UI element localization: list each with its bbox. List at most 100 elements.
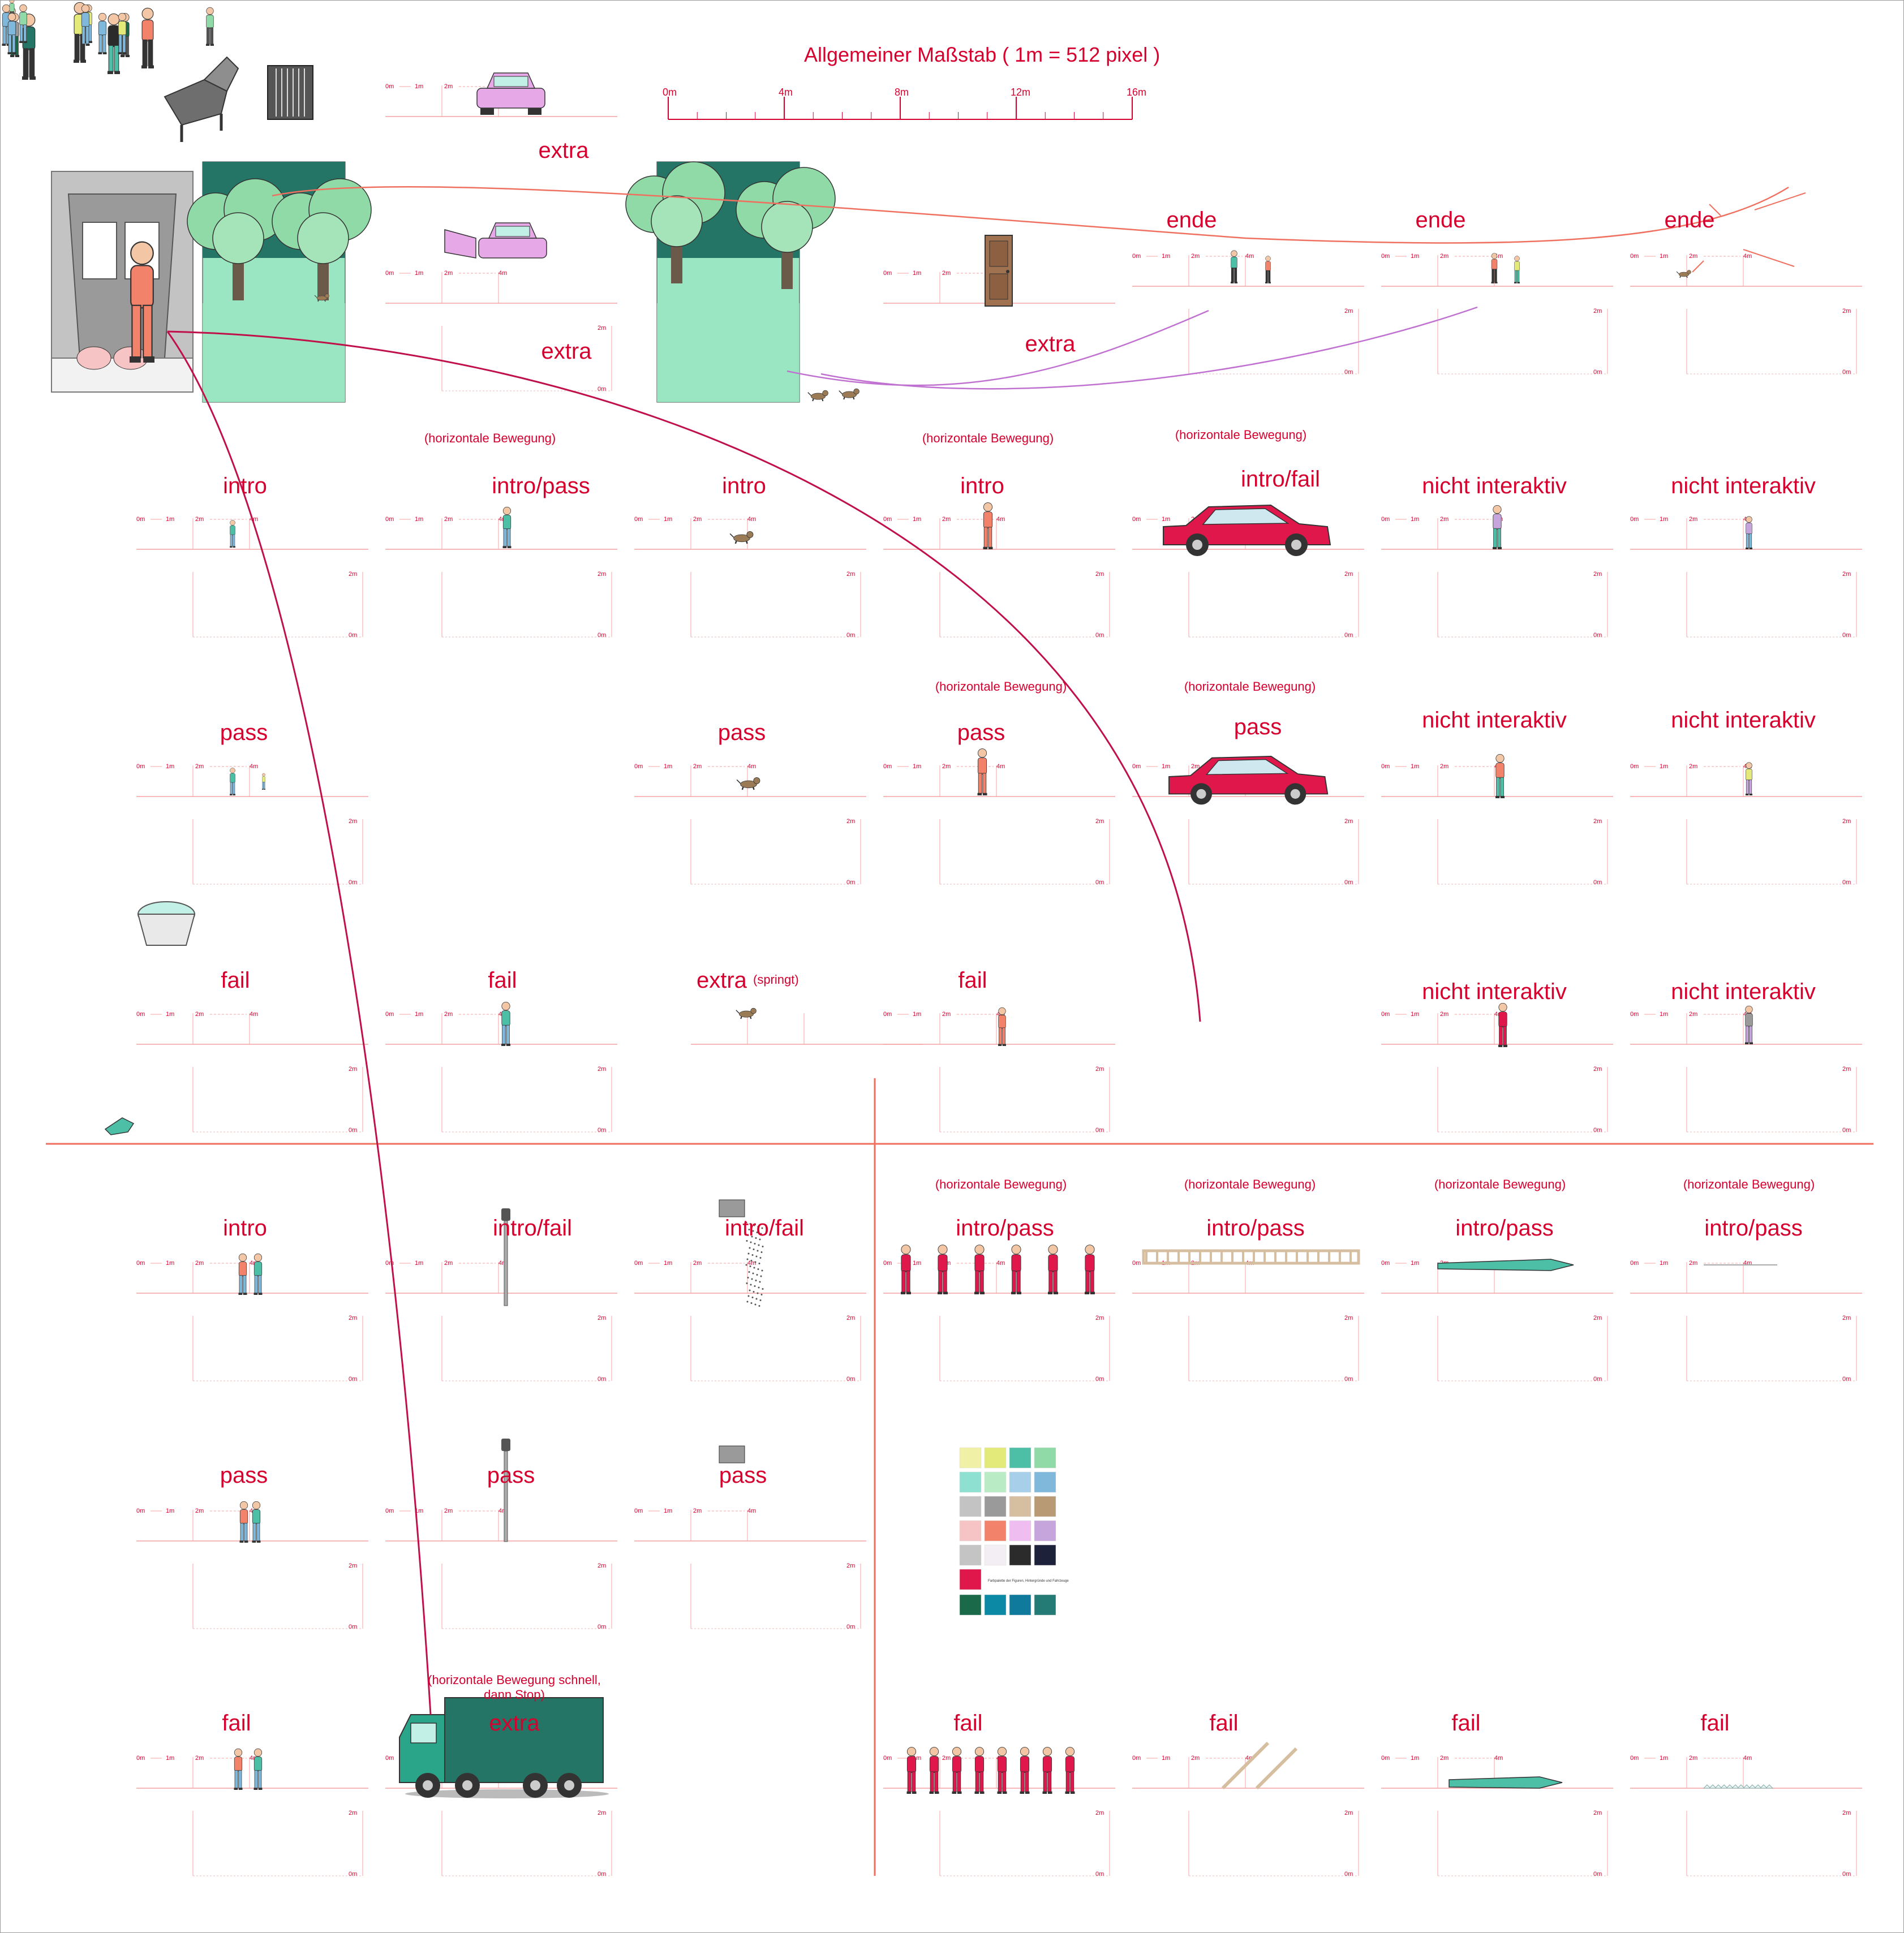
scale-tick-label: 0m: [136, 1011, 145, 1018]
scale-tick-label: 2m: [693, 763, 702, 770]
crocodile-carry-icon: [1437, 1259, 1574, 1271]
label-extra: extra: [489, 1711, 540, 1736]
label-horizontal-movement: (horizontale Bewegung): [1184, 1177, 1316, 1191]
marching-band-icon: [952, 1747, 962, 1794]
scale-tick-label: 1m: [664, 763, 672, 770]
height-label: 0m: [1095, 632, 1104, 639]
scale-tick-label: 1m: [664, 1260, 672, 1267]
height-label: 2m: [349, 571, 357, 578]
child-icon: [230, 520, 235, 548]
scale-tick-label: 2m: [444, 1508, 453, 1514]
scale-tick-label: 0m: [136, 763, 145, 770]
scale-tick-label: 2m: [1440, 1011, 1449, 1018]
label-intro: intro: [223, 473, 267, 498]
scale-tick-label: 1m: [1411, 763, 1419, 770]
scale-tick-label: 1m: [415, 1508, 423, 1514]
palette-caption: Farbpalette der Figuren, Hintergründe un…: [988, 1579, 1069, 1583]
scale-tick-label: 1m: [913, 1260, 921, 1267]
height-label: 0m: [1095, 1871, 1104, 1878]
scale-tick-label: 0m: [883, 516, 892, 523]
storyboard-cell: [691, 1013, 923, 1045]
pink-car-icon: [476, 72, 545, 115]
scale-tick-label: 0m: [1630, 1011, 1639, 1018]
scale-tick-label: 0m: [385, 1011, 394, 1018]
scale-tick-label: 0m: [136, 1755, 145, 1762]
girl-icon: [1493, 505, 1502, 549]
couple-icon: [253, 1748, 263, 1790]
marching-band-icon: [938, 1245, 948, 1294]
label-fail: fail: [221, 968, 250, 993]
label-not-interactive: nicht interaktiv: [1422, 708, 1567, 733]
girl-icon: [1498, 1002, 1507, 1047]
height-label: 2m: [349, 818, 357, 825]
height-label: 2m: [1095, 1066, 1104, 1073]
height-label: 0m: [349, 1127, 357, 1134]
label-fail: fail: [953, 1711, 983, 1736]
palette-swatch: [959, 1447, 982, 1469]
scale-tick-label: 1m: [913, 1011, 921, 1018]
label-extra: extra: [1025, 332, 1076, 356]
label-springt: (springt): [753, 972, 799, 987]
scale-tick-label: 1m: [1162, 516, 1170, 523]
scale-tick-label: 2m: [195, 516, 204, 523]
scale-tick-label: 0m: [1381, 516, 1390, 523]
scale-tick-label: 1m: [1660, 1755, 1668, 1762]
scale-tick-label: 1m: [166, 1755, 174, 1762]
scale-tick-label: 2m: [942, 1011, 951, 1018]
scale-tick-label: 1m: [664, 1508, 672, 1514]
palette-swatch: [984, 1544, 1007, 1566]
couple-icon: [239, 1501, 248, 1543]
label-horizontal-movement: (horizontale Bewegung): [935, 1177, 1067, 1191]
palette-swatch: [1034, 1447, 1056, 1469]
person-icon: [7, 12, 16, 54]
scale-tick-label: 0m: [634, 763, 643, 770]
palette-swatch: [1009, 1594, 1031, 1616]
scale-tick-label: 0m: [634, 1508, 643, 1514]
height-label: 2m: [1095, 818, 1104, 825]
scale-tick-label: 2m: [942, 1755, 951, 1762]
scale-tick-label: 0m: [883, 763, 892, 770]
palette-swatch: [1009, 1496, 1031, 1517]
label-not-interactive: nicht interaktiv: [1671, 473, 1816, 498]
height-label: 0m: [1593, 632, 1602, 639]
label-extra: extra: [541, 339, 592, 364]
height-label: 0m: [598, 632, 606, 639]
dog-icon: [314, 294, 329, 302]
marching-band-icon: [974, 1245, 985, 1294]
paramedic-icon: [130, 241, 154, 363]
palette-swatch: [1034, 1594, 1056, 1616]
label-horizontal-movement: (horizontale Bewegung): [1683, 1177, 1815, 1191]
scale-tick-label: 2m: [942, 763, 951, 770]
height-label: 0m: [846, 879, 855, 886]
tree-icon: [272, 178, 372, 300]
label-extra-springt: extra: [697, 968, 747, 993]
label-pass: pass: [717, 720, 766, 745]
label-intro-fail: intro/fail: [492, 1216, 573, 1241]
scale-tick-label: 4m: [1743, 1260, 1752, 1267]
marching-band-icon: [1065, 1747, 1075, 1794]
scale-tick-label: 2m: [942, 516, 951, 523]
person-icon: [98, 12, 107, 54]
palette-swatch: [959, 1520, 982, 1542]
height-label: 0m: [1095, 1127, 1104, 1134]
height-label: 0m: [1593, 1376, 1602, 1383]
height-label: 0m: [846, 632, 855, 639]
height-label: 2m: [1344, 571, 1353, 578]
label-horizontal-movement: (horizontale Bewegung): [935, 679, 1067, 694]
scale-tick-label: 4m: [1743, 253, 1752, 260]
scale-bar-label: 0m: [663, 87, 677, 98]
label-ende: ende: [1415, 208, 1466, 233]
ladder-workers-icon: [1142, 1249, 1360, 1265]
height-label: 0m: [598, 1871, 606, 1878]
scale-tick-label: 1m: [1411, 1755, 1419, 1762]
